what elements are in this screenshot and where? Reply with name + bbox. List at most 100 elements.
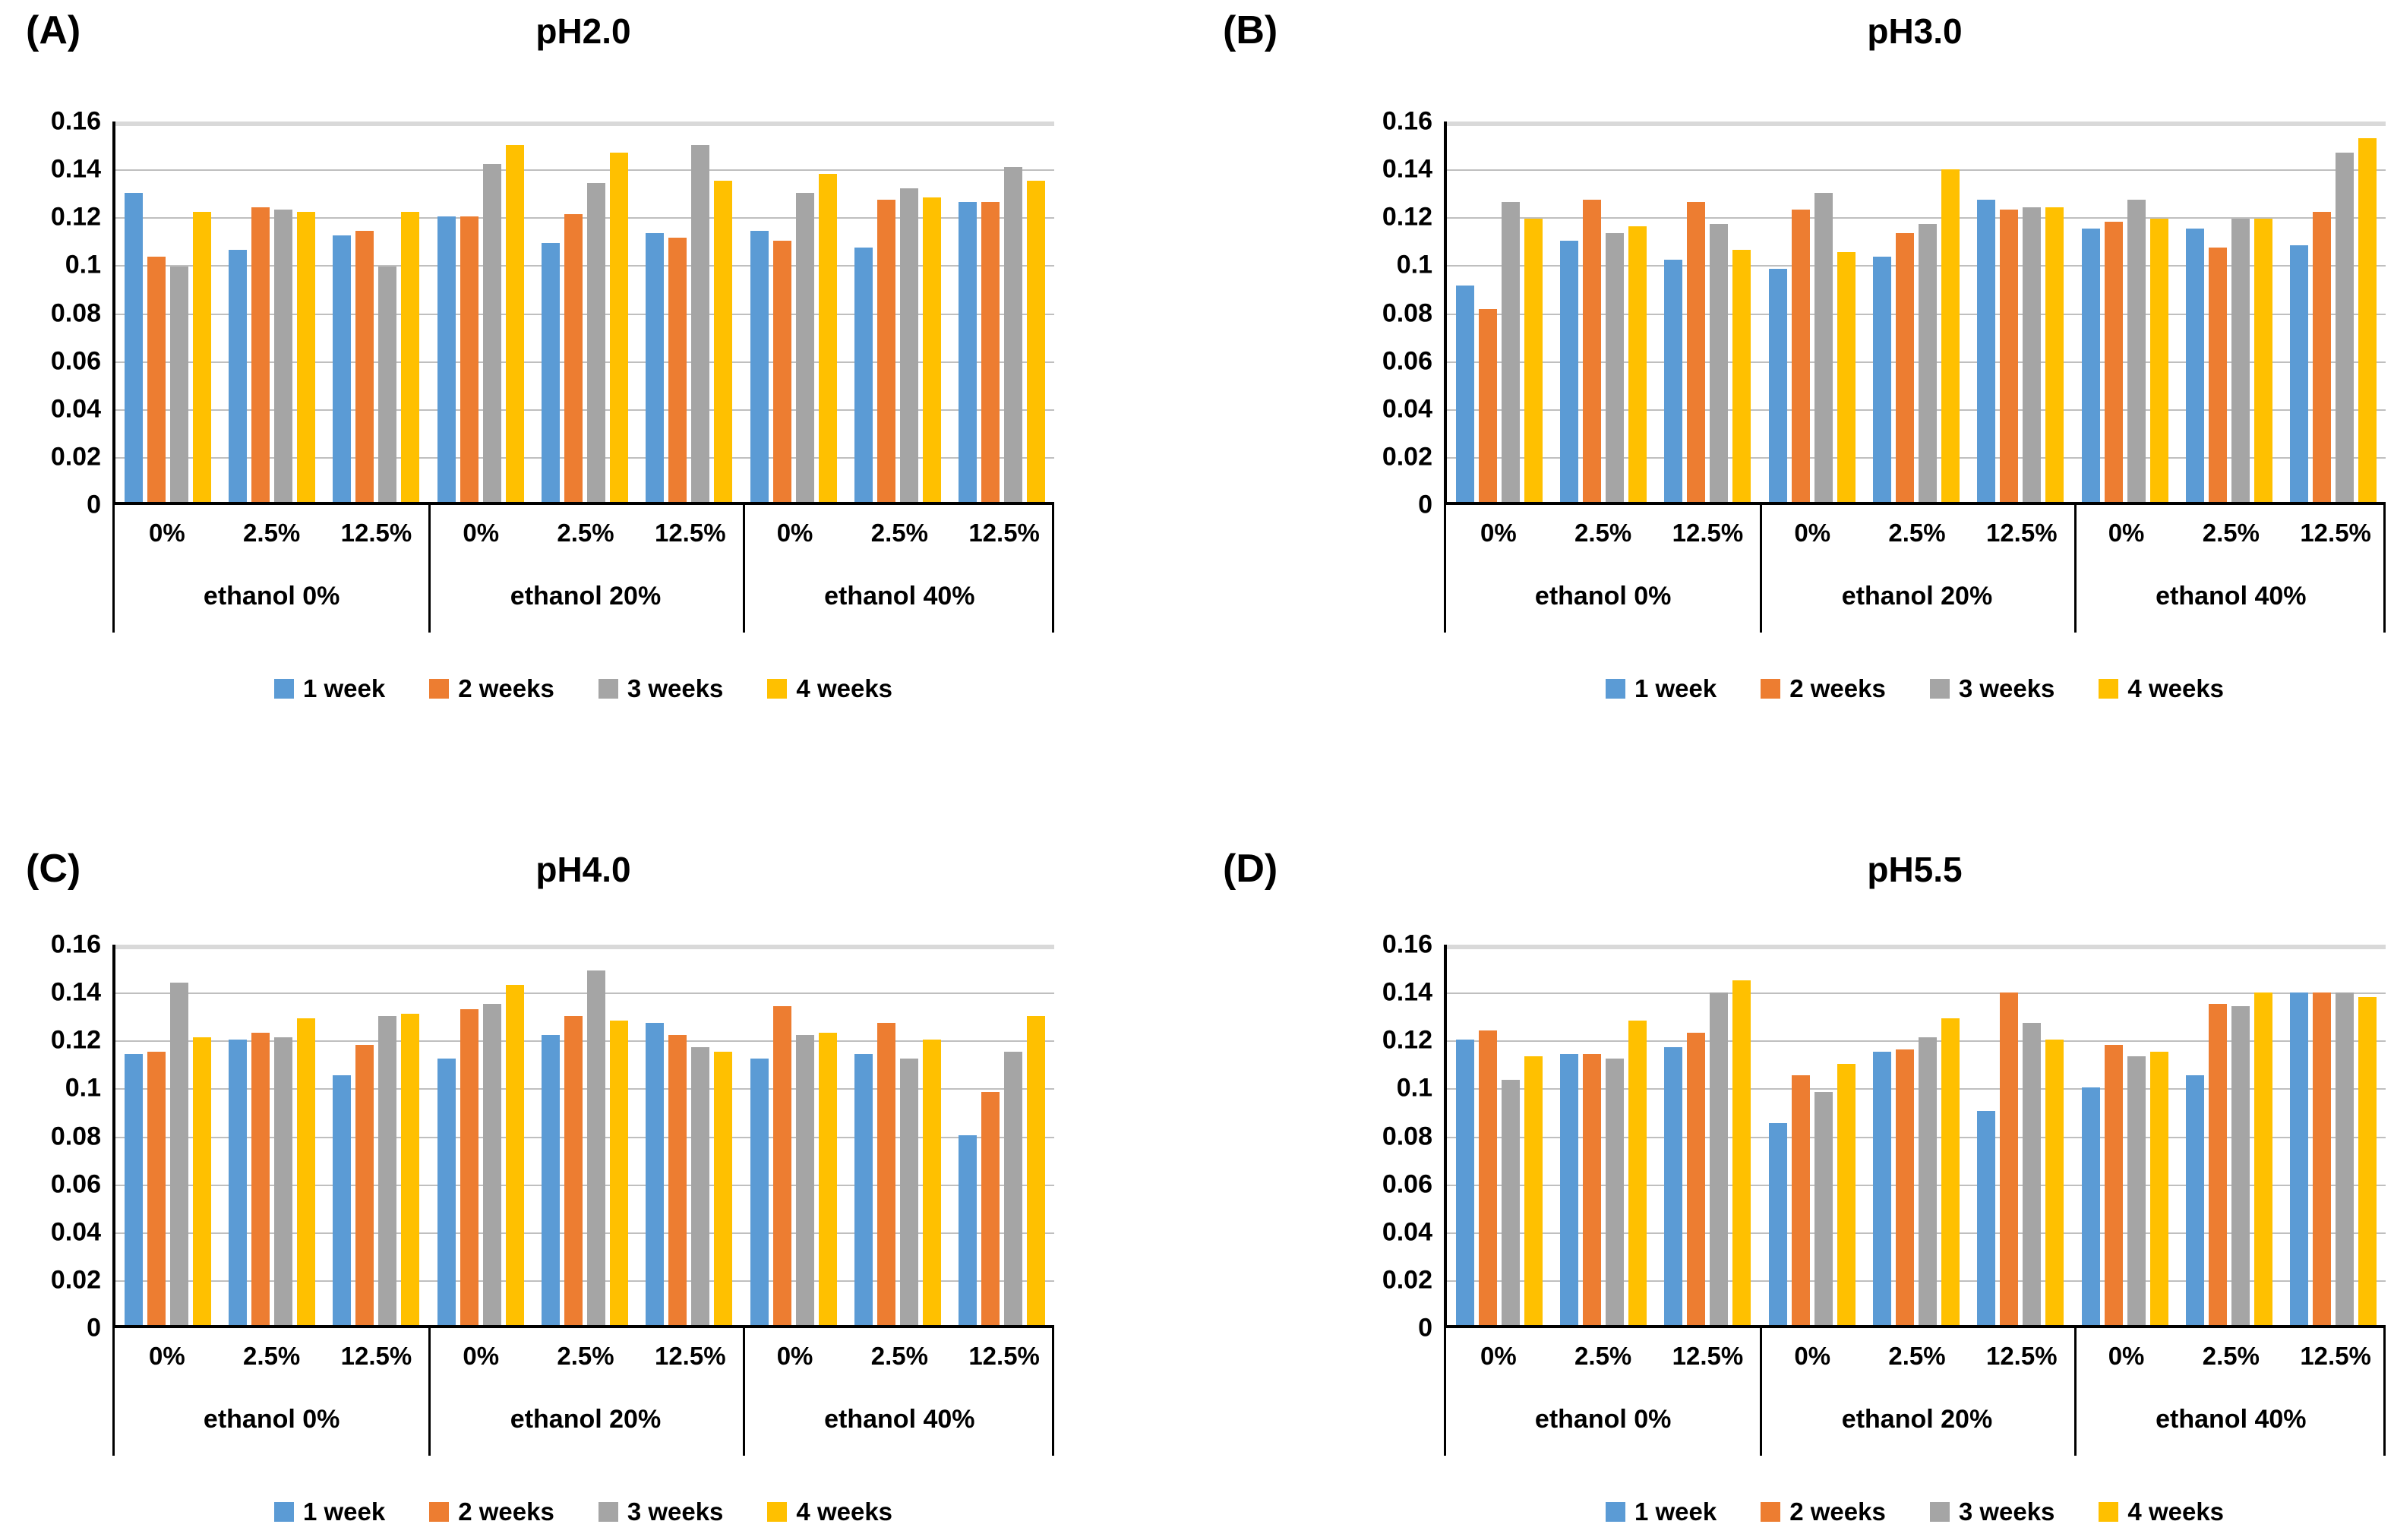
bar-group: [950, 945, 1054, 1325]
bar-4-weeks: [296, 1018, 315, 1325]
legend-item: 4 weeks: [2099, 674, 2224, 703]
bar-1-week: [437, 1059, 456, 1325]
bar-2-weeks: [668, 1035, 687, 1325]
bar-1-week: [750, 1059, 769, 1325]
bar-group: [324, 945, 428, 1325]
concentration-label: 12.5%: [654, 519, 726, 547]
panel-letter: (B): [1223, 8, 1278, 52]
y-tick-label: 0.02: [1382, 442, 1432, 472]
bar-1-week: [2081, 1087, 2100, 1325]
legend: 1 week 2 weeks 3 weeks 4 weeks: [112, 1497, 1054, 1526]
bar-3-weeks: [169, 983, 188, 1325]
bar-3-weeks: [795, 192, 814, 502]
bar-3-weeks: [1004, 1051, 1023, 1325]
legend-swatch-icon: [1929, 1502, 1950, 1522]
gridline: [115, 217, 1054, 219]
gridline-top: [115, 121, 1054, 126]
bar-1-week: [1664, 1046, 1683, 1325]
panel-ph3: (B) pH3.0 0.16 0.14 0.12 0.1 0.08 0.06 0.04 0.0…: [1197, 0, 2394, 770]
legend-item: 3 weeks: [598, 674, 723, 703]
legend-label: 3 weeks: [627, 1497, 724, 1526]
bar-1-week: [959, 1134, 977, 1325]
legend-label: 4 weeks: [796, 674, 893, 702]
bar-group: [1760, 121, 1864, 502]
bar-group: [324, 121, 428, 502]
y-tick-label: 0.14: [1382, 154, 1432, 184]
legend-swatch-icon: [429, 1502, 450, 1522]
legend-swatch-icon: [598, 679, 618, 699]
bar-2-weeks: [1895, 233, 1914, 502]
bar-1-week: [750, 231, 769, 502]
legend-swatch-icon: [767, 1502, 788, 1522]
bar-4-weeks: [1941, 169, 1960, 502]
y-tick-label: 0.14: [1382, 977, 1432, 1007]
bar-1-week: [1664, 259, 1683, 502]
legend-label: 1 week: [302, 674, 386, 702]
gridline: [115, 1040, 1054, 1042]
concentration-label: 2.5%: [557, 519, 614, 547]
legend-item: 1 week: [273, 1497, 385, 1526]
ethanol-section-label: ethanol 20%: [1841, 582, 1993, 611]
legend-item: 3 weeks: [1929, 1497, 2054, 1526]
bar-group: [115, 121, 220, 502]
gridline: [1447, 1088, 2386, 1090]
y-tick-label: 0.04: [50, 394, 101, 424]
y-tick-label: 0.16: [1382, 106, 1432, 136]
bar-3-weeks: [2336, 152, 2355, 502]
concentration-label: 2.5%: [243, 1342, 301, 1370]
legend-item: 2 weeks: [429, 1497, 554, 1526]
bar-3-weeks: [1501, 1080, 1520, 1325]
gridline: [115, 457, 1054, 459]
bar-3-weeks: [899, 188, 918, 502]
y-tick-label: 0.12: [50, 1025, 101, 1055]
bar-group: [1760, 945, 1864, 1325]
y-tick-label: 0: [87, 1313, 101, 1343]
y-tick-label: 0.16: [50, 106, 101, 136]
bar-1-week: [1872, 257, 1891, 502]
bar-2-weeks: [460, 1008, 478, 1325]
bar-2-weeks: [1895, 1049, 1914, 1325]
bar-4-weeks: [401, 1013, 420, 1325]
legend-swatch-icon: [429, 679, 450, 699]
bar-2-weeks: [2208, 247, 2227, 502]
bar-group: [1551, 945, 1655, 1325]
y-tick-label: 0.08: [1382, 1122, 1432, 1151]
concentration-label: 2.5%: [243, 519, 301, 547]
gridline: [1447, 992, 2386, 994]
bar-2-weeks: [772, 1006, 791, 1325]
bar-4-weeks: [2358, 996, 2377, 1325]
concentration-label: 0%: [1794, 519, 1831, 547]
bar-2-weeks: [460, 216, 478, 502]
bar-1-week: [541, 242, 560, 502]
bar-4-weeks: [1837, 252, 1856, 502]
bar-3-weeks: [2127, 200, 2146, 502]
bar-3-weeks: [586, 183, 605, 502]
bar-2-weeks: [2104, 1044, 2123, 1325]
gridline: [115, 314, 1054, 315]
legend-label: 1 week: [1634, 674, 1717, 702]
chart-title: pH2.0: [535, 11, 631, 51]
legend-item: 2 weeks: [1761, 674, 1886, 703]
bar-2-weeks: [1791, 1075, 1810, 1325]
gridline: [1447, 265, 2386, 267]
y-tick-label: 0.02: [1382, 1265, 1432, 1295]
concentration-label: 2.5%: [2202, 1342, 2260, 1370]
bar-4-weeks: [1628, 1021, 1647, 1325]
bar-4-weeks: [2149, 219, 2168, 502]
bar-3-weeks: [1605, 1059, 1624, 1325]
bar-3-weeks: [691, 1046, 710, 1325]
bar-1-week: [2185, 1075, 2204, 1325]
bar-3-weeks: [691, 145, 710, 502]
plot-area: [112, 945, 1054, 1328]
plot-area: [112, 121, 1054, 505]
y-tick-label: 0.12: [1382, 1025, 1432, 1055]
bar-4-weeks: [2358, 137, 2377, 502]
gridline: [1447, 1280, 2386, 1282]
ethanol-section-label: ethanol 20%: [510, 1405, 662, 1434]
ethanol-section-label: ethanol 0%: [203, 1405, 340, 1434]
legend-label: 4 weeks: [2127, 1497, 2225, 1526]
bar-3-weeks: [1501, 202, 1520, 502]
concentration-label: 2.5%: [1574, 1342, 1632, 1370]
bar-3-weeks: [2336, 992, 2355, 1325]
